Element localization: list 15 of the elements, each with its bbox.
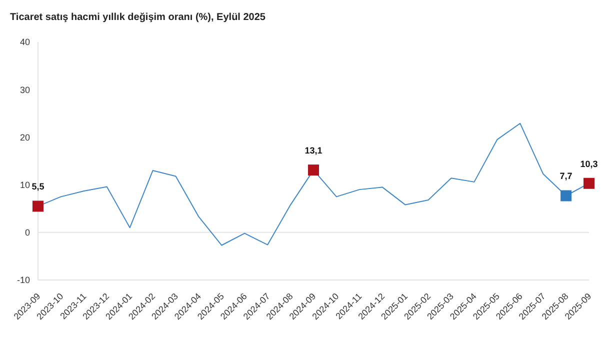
y-tick-label: 0: [24, 228, 30, 238]
point: [32, 200, 44, 212]
chart-title: Ticaret satış hacmi yıllık değişim oranı (%), Eylül 2025: [9, 11, 266, 25]
data-label: 10,3: [580, 158, 598, 169]
y-tick-label: 30: [20, 84, 30, 95]
y-tick-label: 10: [20, 180, 30, 190]
data-label: 13,1: [304, 146, 322, 156]
y-tick-label: 20: [20, 132, 30, 142]
point: [584, 178, 594, 189]
y-tick-label: -10: [16, 275, 30, 286]
data-label: 5,5: [32, 182, 44, 192]
data-label: 7,7: [560, 171, 572, 182]
y-tick-label: 40: [20, 37, 30, 48]
point: [308, 164, 319, 176]
point: [560, 190, 572, 202]
